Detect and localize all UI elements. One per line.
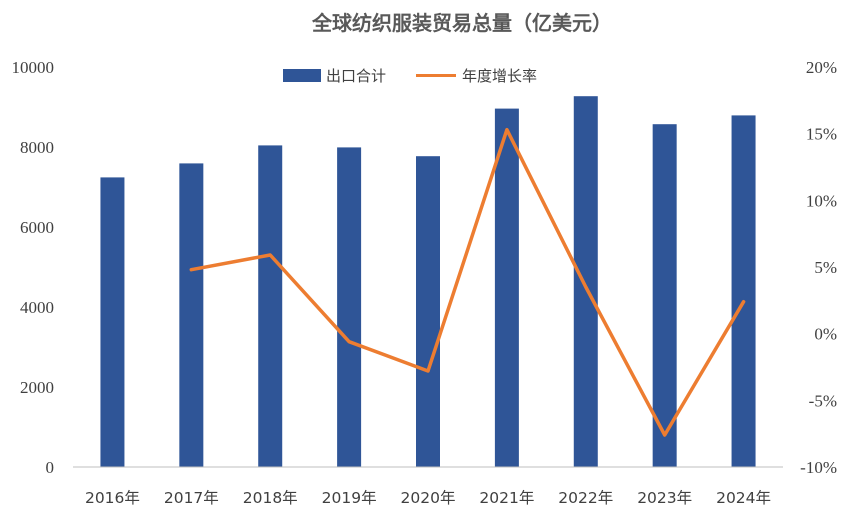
- bar: [337, 147, 362, 467]
- line-series: [189, 127, 746, 437]
- right-tick-label: 0%: [814, 325, 837, 344]
- category-labels: 2016年 2017年 2018年 2019年 2020年 2021年 2022年 2023年…: [85, 489, 771, 507]
- right-tick-label: 15%: [806, 125, 837, 144]
- category-label: 2023年: [637, 489, 692, 507]
- right-tick-label: 10%: [806, 191, 837, 210]
- legend-label-line: 年度增长率: [462, 67, 537, 85]
- chart-title: 全球纺织服装贸易总量（亿美元）: [311, 11, 612, 35]
- left-tick-label: 6000: [20, 218, 54, 237]
- category-label: 2022年: [558, 489, 613, 507]
- category-label: 2019年: [322, 489, 377, 507]
- bar: [100, 177, 125, 467]
- bar: [494, 108, 519, 467]
- bar-series: [100, 96, 756, 468]
- right-tick-label: -10%: [800, 458, 837, 477]
- growth-rate-line: [189, 127, 746, 437]
- legend: 出口合计 年度增长率: [283, 67, 537, 85]
- legend-swatch-bars: [283, 69, 321, 82]
- left-tick-label: 2000: [20, 378, 54, 397]
- category-label: 2021年: [479, 489, 534, 507]
- bar: [731, 115, 756, 468]
- right-tick-label: -5%: [809, 391, 837, 410]
- category-label: 2018年: [243, 489, 298, 507]
- category-label: 2016年: [85, 489, 140, 507]
- legend-label-bars: 出口合计: [326, 67, 386, 85]
- category-label: 2017年: [164, 489, 219, 507]
- category-label: 2024年: [716, 489, 771, 507]
- right-tick-label: 20%: [806, 58, 837, 77]
- category-label: 2020年: [401, 489, 456, 507]
- right-axis-ticks: -10% -5% 0% 5% 10% 15% 20%: [800, 58, 837, 477]
- bar: [179, 163, 204, 467]
- bar: [258, 145, 283, 467]
- left-tick-label: 4000: [20, 298, 54, 317]
- left-axis-ticks: 0 2000 4000 6000 8000 10000: [12, 58, 55, 477]
- bar: [652, 124, 677, 467]
- bar: [573, 96, 598, 467]
- left-tick-label: 0: [46, 458, 55, 477]
- bar: [416, 156, 440, 467]
- right-tick-label: 5%: [814, 258, 837, 277]
- left-tick-label: 10000: [12, 58, 55, 77]
- left-tick-label: 8000: [20, 138, 54, 157]
